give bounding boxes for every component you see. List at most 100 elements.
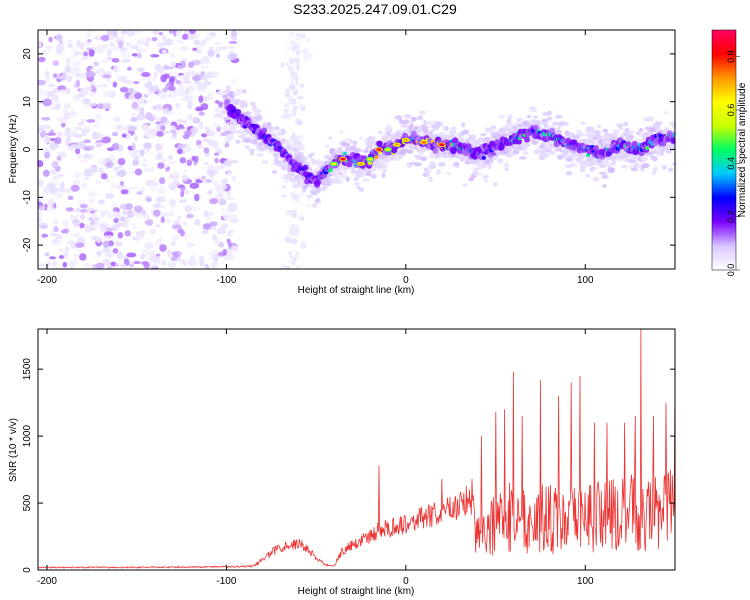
spectrogram-point bbox=[523, 151, 529, 156]
spectrogram-point bbox=[630, 167, 637, 172]
spectrogram-point bbox=[198, 95, 204, 104]
spectrogram-point bbox=[450, 126, 457, 131]
spectrogram-point bbox=[280, 263, 286, 269]
spectrogram-point bbox=[602, 184, 607, 188]
spectrogram-point bbox=[74, 127, 83, 131]
spectrogram-point bbox=[308, 52, 313, 59]
spectrogram-point bbox=[195, 107, 204, 112]
spectrogram-point bbox=[481, 155, 487, 160]
spectrogram-point bbox=[52, 219, 60, 225]
spectrogram-point bbox=[281, 185, 287, 189]
spectrogram-point bbox=[39, 225, 48, 229]
spectrogram-point bbox=[100, 209, 108, 216]
spectrogram-point bbox=[42, 186, 51, 195]
colorbar-tick-label: 0.4 bbox=[726, 157, 736, 170]
spectrogram-point bbox=[229, 229, 234, 234]
spectrogram-point bbox=[503, 162, 510, 168]
spectrogram-point bbox=[589, 139, 596, 145]
spectrogram-point bbox=[448, 129, 457, 135]
spectrogram-point bbox=[220, 131, 229, 137]
spectrogram-point bbox=[474, 143, 480, 147]
spectrogram-point bbox=[73, 171, 82, 176]
spectrogram-point bbox=[56, 187, 66, 193]
spectrogram-point bbox=[227, 91, 236, 98]
spectrogram-point bbox=[76, 200, 87, 205]
spectrogram-point bbox=[120, 189, 129, 195]
spectrogram-point bbox=[200, 103, 209, 110]
spectrogram-point bbox=[56, 43, 65, 51]
spectrogram-point bbox=[91, 165, 98, 174]
spectrogram-point bbox=[51, 238, 62, 246]
spectrogram-point bbox=[149, 181, 160, 187]
spectrogram-point bbox=[244, 111, 252, 115]
spectrogram-y-label: Frequency (Hz) bbox=[8, 115, 19, 184]
spectrogram-point bbox=[484, 177, 489, 184]
spectrogram-point bbox=[468, 177, 474, 182]
spectrogram-point bbox=[127, 66, 132, 71]
spectrogram-point bbox=[191, 59, 202, 66]
spectrogram-point bbox=[644, 146, 650, 151]
spectrogram-point bbox=[56, 130, 62, 139]
spectrogram-point bbox=[229, 125, 237, 131]
spectrogram-point bbox=[59, 181, 65, 189]
spectrogram-point bbox=[250, 101, 256, 107]
spectrogram-point bbox=[160, 205, 167, 209]
spectrogram-point bbox=[188, 61, 195, 69]
spectrogram-point bbox=[295, 265, 302, 269]
spectrogram-point bbox=[226, 85, 231, 90]
spectrogram-point bbox=[107, 30, 115, 35]
spectrogram-point bbox=[169, 76, 176, 82]
spectrogram-point bbox=[227, 45, 235, 50]
spectrogram-point bbox=[162, 34, 167, 43]
spectrogram-point bbox=[80, 57, 88, 61]
spectrogram-point bbox=[64, 127, 71, 134]
colorbar-tick-label: 0.8 bbox=[726, 50, 736, 63]
spectrogram-point bbox=[165, 38, 174, 46]
spectrogram-point bbox=[642, 155, 649, 162]
spectrogram-point bbox=[216, 165, 223, 169]
spectrogram-point bbox=[385, 156, 391, 162]
spectrogram-point bbox=[76, 143, 82, 150]
spectrogram-point bbox=[592, 176, 600, 182]
spectrogram-point bbox=[130, 151, 138, 157]
spectrogram-point bbox=[87, 38, 92, 43]
spectrogram-point bbox=[158, 92, 169, 100]
spectrogram-point bbox=[119, 263, 127, 268]
spectrogram-point bbox=[287, 112, 292, 120]
spectrogram-point bbox=[63, 113, 70, 120]
spectrogram-point bbox=[554, 114, 563, 119]
spectrogram-point bbox=[66, 39, 74, 44]
spectrogram-point bbox=[350, 169, 359, 174]
spectrogram-point bbox=[289, 84, 296, 90]
spectrogram-point bbox=[446, 171, 452, 176]
spectrogram-point bbox=[48, 198, 56, 206]
spectrogram-point bbox=[83, 139, 91, 144]
y-tick-label: 1500 bbox=[22, 358, 33, 381]
spectrogram-point bbox=[376, 140, 383, 147]
spectrogram-point bbox=[219, 207, 226, 212]
spectrogram-point bbox=[507, 113, 513, 120]
spectrogram-point bbox=[79, 208, 89, 213]
spectrogram-point bbox=[127, 211, 135, 219]
spectrogram-point bbox=[620, 164, 628, 169]
spectrogram-point bbox=[652, 157, 658, 162]
spectrogram-point bbox=[67, 43, 73, 48]
spectrogram-point bbox=[301, 48, 309, 56]
spectrogram-point bbox=[223, 212, 231, 221]
snr-frame bbox=[37, 328, 676, 571]
spectrogram-point bbox=[102, 247, 112, 253]
spectrogram-point bbox=[79, 159, 87, 164]
colorbar-frame bbox=[711, 29, 737, 271]
spectrogram-point bbox=[89, 91, 94, 98]
spectrogram-point bbox=[38, 56, 46, 63]
spectrogram-point bbox=[155, 104, 164, 111]
spectrogram-point bbox=[139, 107, 144, 113]
spectrogram-point bbox=[367, 157, 373, 161]
spectrogram-point bbox=[112, 248, 119, 254]
spectrogram-point bbox=[668, 167, 674, 173]
spectrogram-point bbox=[103, 240, 110, 249]
y-tick-label: -20 bbox=[22, 237, 33, 252]
spectrogram-point bbox=[216, 227, 227, 235]
spectrogram-point bbox=[41, 233, 49, 238]
spectrogram-point bbox=[48, 36, 53, 43]
